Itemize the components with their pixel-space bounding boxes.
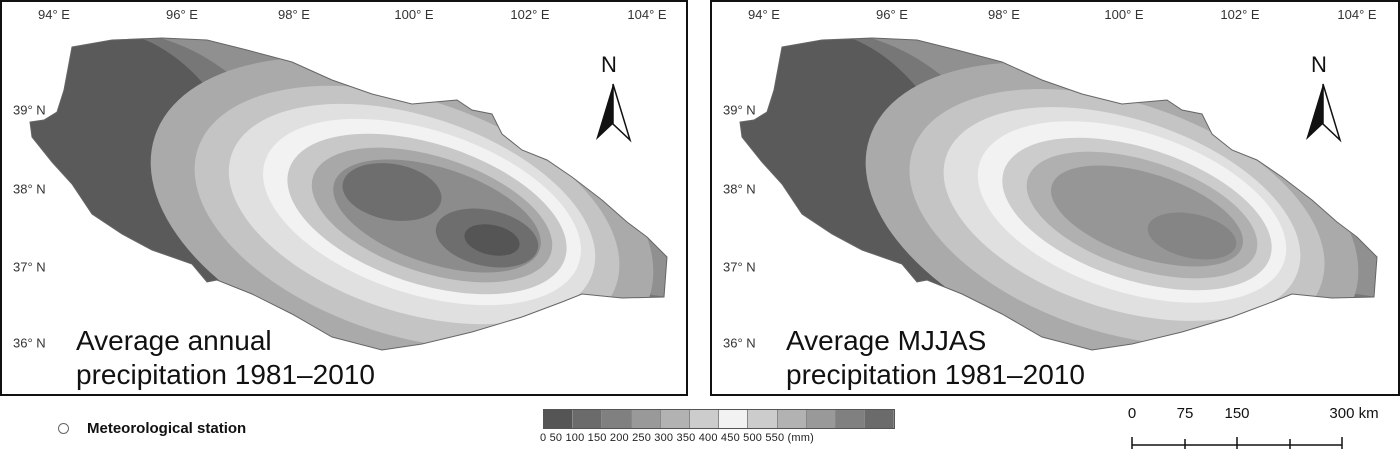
scale-label: 150	[1224, 405, 1250, 422]
lat-label: 36° N	[13, 335, 46, 351]
north-arrow-icon	[596, 83, 632, 143]
lon-label: 94° E	[748, 7, 780, 22]
precipitation-map	[739, 37, 1378, 351]
station-legend-label: Meteorological station	[87, 420, 247, 437]
precipitation-color-ramp	[543, 409, 896, 429]
color-ramp-cell	[660, 410, 690, 428]
lon-label: 102° E	[1220, 7, 1260, 22]
color-ramp-cell	[806, 410, 836, 428]
caption-line-2: precipitation 1981–2010	[786, 359, 1085, 390]
color-ramp-cell	[835, 410, 866, 428]
station-legend: Meteorological station	[58, 420, 246, 437]
color-ramp-cell	[865, 410, 895, 428]
scale-label: 300 km	[1329, 405, 1379, 422]
lon-label: 102° E	[510, 7, 550, 22]
map-caption: Average annual precipitation 1981–2010	[76, 324, 375, 392]
map-panel-mjjas: 94° E 96° E 98° E 100° E 102° E 104° E 3…	[710, 0, 1400, 396]
lon-label: 100° E	[1104, 7, 1144, 22]
lon-label: 104° E	[627, 7, 667, 22]
scale-label: 0	[1127, 405, 1137, 422]
north-arrow-icon	[1306, 83, 1342, 143]
color-ramp-cell	[631, 410, 661, 428]
lat-label: 36° N	[723, 335, 756, 351]
precipitation-map	[29, 37, 668, 351]
lat-label: 37° N	[723, 259, 756, 275]
color-ramp-cell	[748, 410, 778, 428]
lon-label: 98° E	[278, 7, 310, 22]
north-label: N	[601, 52, 617, 77]
caption-line-2: precipitation 1981–2010	[76, 359, 375, 390]
color-ramp-cell	[544, 410, 574, 428]
lon-label: 94° E	[38, 7, 70, 22]
map-panel-annual: 94° E 96° E 98° E 100° E 102° E 104° E 3…	[0, 0, 688, 396]
scale-bar-graphic	[1131, 437, 1343, 449]
map-caption: Average MJJAS precipitation 1981–2010	[786, 324, 1085, 392]
lat-label: 37° N	[13, 259, 46, 275]
lat-label: 38° N	[13, 181, 46, 197]
lon-label: 104° E	[1337, 7, 1377, 22]
north-label: N	[1311, 52, 1327, 77]
circle-marker-icon	[58, 423, 69, 434]
scale-bar: 0 75 150 300 km	[1120, 405, 1390, 449]
color-ramp-cell	[777, 410, 807, 428]
lat-label: 39° N	[723, 102, 756, 118]
lon-label: 98° E	[988, 7, 1020, 22]
caption-line-1: Average MJJAS	[786, 325, 987, 356]
color-ramp-cell	[719, 410, 749, 428]
color-ramp-cell	[573, 410, 603, 428]
lon-label: 96° E	[876, 7, 908, 22]
lat-label: 38° N	[723, 181, 756, 197]
lon-label: 96° E	[166, 7, 198, 22]
scale-label: 75	[1176, 405, 1194, 422]
color-ramp-cell	[689, 410, 720, 428]
caption-line-1: Average annual	[76, 325, 272, 356]
lon-label: 100° E	[394, 7, 434, 22]
color-ramp-ticks: 0 50 100 150 200 250 300 350 400 450 500…	[540, 432, 815, 444]
lat-label: 39° N	[13, 102, 46, 118]
color-ramp-cell	[602, 410, 632, 428]
